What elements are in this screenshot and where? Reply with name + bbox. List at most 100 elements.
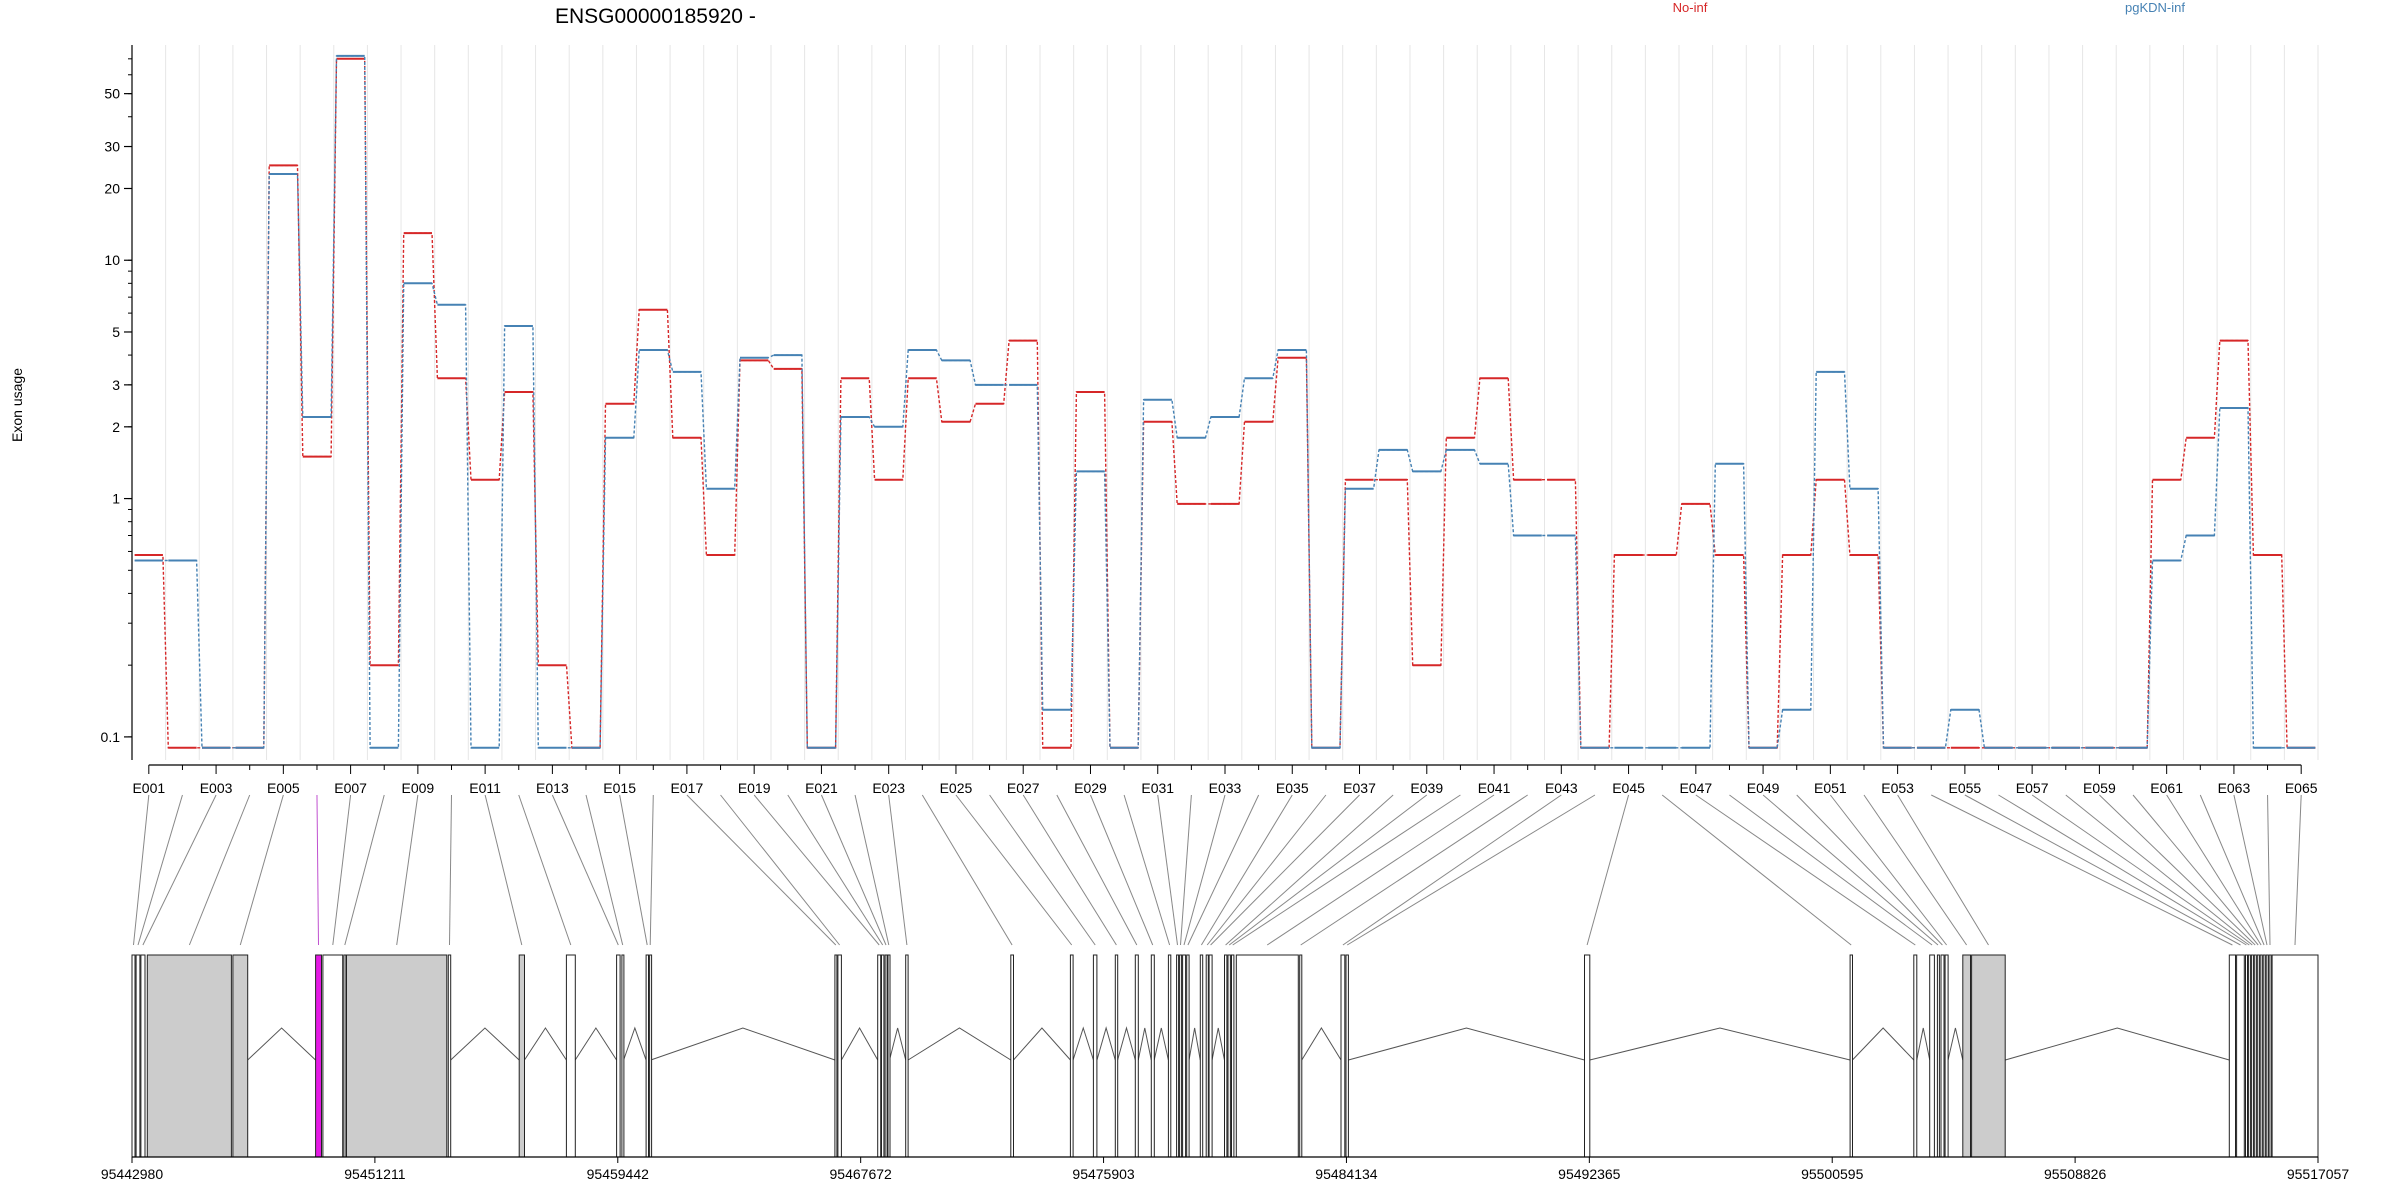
exon-box <box>834 954 838 1158</box>
connector-line <box>2166 794 2262 946</box>
exon-box <box>1182 954 1187 1158</box>
x-axis: E001 E003 E005 E007 E009 E011 E013 E015 E017 E019… <box>132 764 2318 796</box>
connector-line <box>2294 794 2302 946</box>
exon-box <box>1224 954 1228 1158</box>
exon-box <box>1345 954 1349 1158</box>
exon-box <box>518 954 526 1158</box>
exon-box <box>1584 954 1591 1158</box>
connector-line <box>1863 794 1968 946</box>
exon-box <box>616 954 621 1158</box>
x-tick-label: E055 <box>1949 780 1982 796</box>
connector-line <box>989 794 1096 946</box>
intron <box>623 1026 647 1061</box>
x-tick-label: E031 <box>1141 780 1174 796</box>
connector-line <box>1729 794 1933 946</box>
connector-line <box>1090 794 1154 946</box>
connector-line <box>1661 794 1852 946</box>
connector-line <box>1056 794 1138 946</box>
x-tick-label: E049 <box>1747 780 1780 796</box>
exon-box <box>1150 954 1155 1158</box>
y-tick-label: 3 <box>112 377 120 393</box>
y-tick-label: 1 <box>112 491 120 507</box>
x-tick-label: E009 <box>402 780 435 796</box>
intron <box>1096 1026 1116 1061</box>
intron <box>1072 1026 1094 1061</box>
x-tick-label: E021 <box>805 780 838 796</box>
exon-box <box>2247 954 2251 1158</box>
series-line-0 <box>134 58 2316 749</box>
exon-box <box>2228 954 2237 1158</box>
connector-line <box>1931 794 2233 946</box>
exon-box <box>884 954 888 1158</box>
exon-box <box>1179 954 1183 1158</box>
x-tick-label: E023 <box>872 780 905 796</box>
exon-box <box>565 954 576 1158</box>
exon-box <box>905 954 909 1158</box>
grid <box>131 45 2319 760</box>
x-tick-label: E059 <box>2083 780 2116 796</box>
y-tick-label: 30 <box>104 139 120 155</box>
exon-box <box>146 954 232 1158</box>
exon-box <box>1944 954 1949 1158</box>
chart-title: ENSG00000185920 - <box>555 5 756 28</box>
exon-box <box>2259 954 2263 1158</box>
x-tick-label: E005 <box>267 780 300 796</box>
connector-line <box>239 794 284 946</box>
exon-box <box>2265 954 2269 1158</box>
x-tick-label: E057 <box>2016 780 2049 796</box>
connector-line <box>1586 794 1630 946</box>
intron <box>1211 1027 1225 1061</box>
intron <box>1947 1027 1964 1061</box>
exon-box <box>1199 954 1204 1158</box>
connector-line <box>1225 794 1394 946</box>
intron <box>1348 1027 1585 1061</box>
exon-box <box>1971 954 2006 1158</box>
connector-line <box>1157 794 1178 946</box>
y-tick-label: 5 <box>112 324 120 340</box>
exon-box <box>131 954 136 1158</box>
connector-line <box>449 794 452 946</box>
x-tick-label: E003 <box>200 780 233 796</box>
exon-box <box>1913 954 1918 1158</box>
exon-box <box>1227 954 1231 1158</box>
x-tick-label: E015 <box>603 780 636 796</box>
exon-connectors <box>133 794 2302 946</box>
connector-line <box>1796 794 1943 946</box>
connector-line <box>1206 794 1327 946</box>
intron <box>889 1027 907 1061</box>
exon-box <box>1936 954 1940 1158</box>
connector-line <box>1123 794 1171 946</box>
connector-line <box>1300 794 1528 946</box>
connector-line <box>1998 794 2247 946</box>
exon-box <box>447 954 452 1158</box>
connector-line <box>344 794 385 946</box>
exon-box <box>2268 954 2272 1158</box>
exon-box <box>140 954 146 1158</box>
series-line-1 <box>134 55 2316 749</box>
connector-line <box>720 794 840 946</box>
intron <box>1137 1027 1152 1061</box>
y-tick-label: 0.1 <box>101 729 121 745</box>
exon-box <box>1010 954 1014 1158</box>
x-tick-label: E061 <box>2150 780 2183 796</box>
series-lines <box>134 54 2316 749</box>
genomic-tick-label: 95442980 <box>101 1166 164 1182</box>
exon-box <box>322 954 344 1158</box>
intron <box>1117 1026 1136 1061</box>
connector-line <box>686 794 837 946</box>
connector-line <box>1829 794 1947 946</box>
connector-line <box>585 794 624 946</box>
connector-line <box>1342 794 1562 946</box>
exon-box <box>2253 954 2257 1158</box>
x-tick-label: E043 <box>1545 780 1578 796</box>
series-level-0 <box>134 57 2316 749</box>
intron <box>840 1026 879 1061</box>
x-tick-label: E019 <box>738 780 771 796</box>
x-tick-label: E053 <box>1881 780 1914 796</box>
x-tick-label: E011 <box>469 780 501 796</box>
genomic-tick-label: 95508826 <box>2044 1166 2107 1182</box>
intron <box>1589 1027 1851 1061</box>
y-axis: 0.1 1 2 3 5 10 20 30 50 <box>101 45 133 760</box>
connector-line <box>1187 794 1260 946</box>
y-tick-label: 50 <box>104 86 120 102</box>
